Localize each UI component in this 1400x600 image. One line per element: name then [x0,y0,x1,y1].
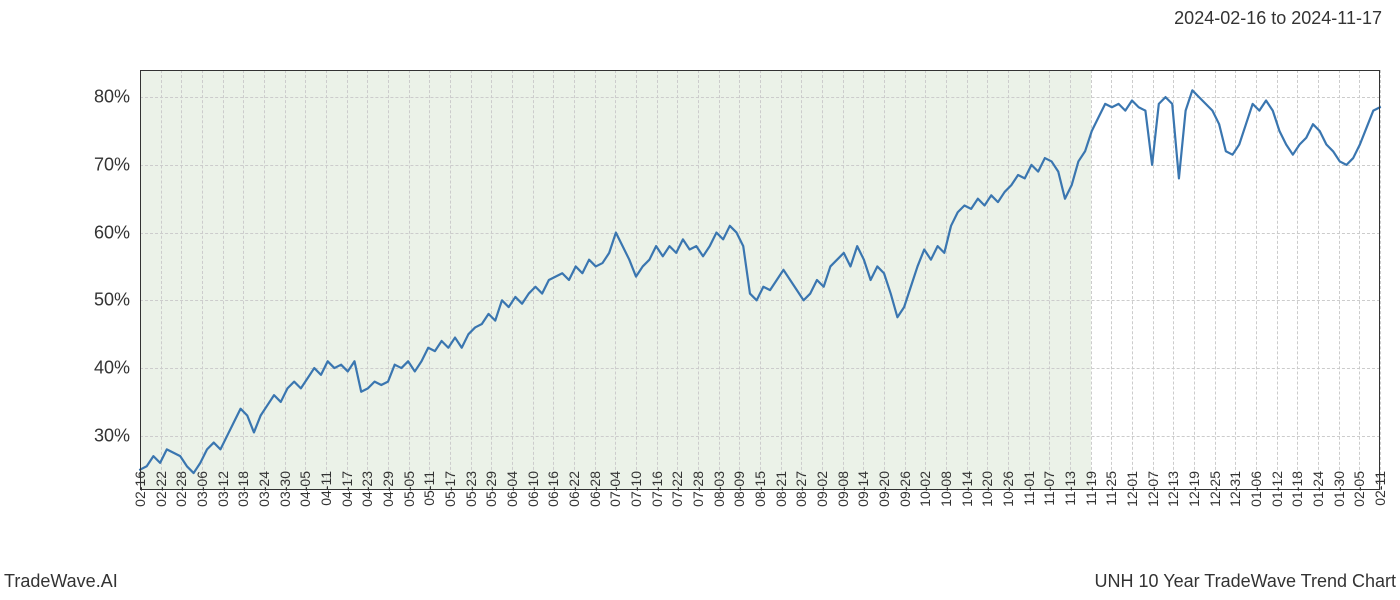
ytick-label: 50% [94,290,130,311]
xtick-label: 05-11 [421,471,437,521]
xtick-label: 04-23 [359,471,375,521]
xtick-label: 11-19 [1083,471,1099,521]
xtick-label: 02-16 [132,471,148,521]
xtick-label: 03-30 [277,471,293,521]
xtick-label: 01-18 [1289,471,1305,521]
vgrid-line [1380,70,1381,490]
xtick-label: 10-02 [917,471,933,521]
footer-chart-title: UNH 10 Year TradeWave Trend Chart [1095,571,1396,592]
xtick-label: 12-25 [1207,471,1223,521]
xtick-label: 04-29 [380,471,396,521]
date-range-label: 2024-02-16 to 2024-11-17 [1174,8,1382,29]
xtick-label: 02-05 [1351,471,1367,521]
plot-border [140,70,1380,490]
xtick-label: 07-22 [669,471,685,521]
xtick-label: 12-01 [1124,471,1140,521]
xtick-label: 12-13 [1165,471,1181,521]
xtick-label: 10-26 [1000,471,1016,521]
xtick-label: 01-30 [1331,471,1347,521]
trend-chart: 30%40%50%60%70%80% 02-1602-2202-2803-060… [140,70,1380,490]
xtick-label: 02-22 [153,471,169,521]
xtick-label: 10-08 [938,471,954,521]
xtick-label: 02-28 [173,471,189,521]
xtick-label: 05-05 [401,471,417,521]
ytick-label: 70% [94,154,130,175]
xtick-label: 05-23 [463,471,479,521]
xtick-label: 11-25 [1103,471,1119,521]
xtick-label: 01-06 [1248,471,1264,521]
xtick-label: 10-14 [959,471,975,521]
xtick-label: 07-28 [690,471,706,521]
ytick-label: 40% [94,358,130,379]
footer-brand: TradeWave.AI [4,571,118,592]
xtick-label: 11-13 [1062,471,1078,521]
xtick-label: 06-22 [566,471,582,521]
xtick-label: 06-28 [587,471,603,521]
xtick-label: 06-04 [504,471,520,521]
xtick-label: 07-10 [628,471,644,521]
xtick-label: 09-02 [814,471,830,521]
xtick-label: 03-24 [256,471,272,521]
xtick-label: 03-18 [235,471,251,521]
xtick-label: 03-06 [194,471,210,521]
xtick-label: 08-21 [773,471,789,521]
xtick-label: 07-04 [607,471,623,521]
xtick-label: 12-31 [1227,471,1243,521]
xtick-label: 05-29 [483,471,499,521]
xtick-label: 07-16 [649,471,665,521]
ytick-label: 60% [94,222,130,243]
xtick-label: 09-26 [897,471,913,521]
xtick-label: 02-11 [1372,471,1388,521]
xtick-label: 04-11 [318,471,334,521]
xtick-label: 12-07 [1145,471,1161,521]
xtick-label: 05-17 [442,471,458,521]
xtick-label: 06-10 [525,471,541,521]
xtick-label: 04-17 [339,471,355,521]
ytick-label: 80% [94,87,130,108]
xtick-label: 12-19 [1186,471,1202,521]
xtick-label: 06-16 [545,471,561,521]
xtick-label: 08-15 [752,471,768,521]
xtick-label: 01-12 [1269,471,1285,521]
xtick-label: 11-01 [1021,471,1037,521]
xtick-label: 04-05 [297,471,313,521]
xtick-label: 09-20 [876,471,892,521]
xtick-label: 09-14 [855,471,871,521]
xtick-label: 11-07 [1041,471,1057,521]
xtick-label: 08-03 [711,471,727,521]
xtick-label: 09-08 [835,471,851,521]
xtick-label: 01-24 [1310,471,1326,521]
xtick-label: 03-12 [215,471,231,521]
xtick-label: 08-09 [731,471,747,521]
xtick-label: 08-27 [793,471,809,521]
ytick-label: 30% [94,425,130,446]
xtick-label: 10-20 [979,471,995,521]
